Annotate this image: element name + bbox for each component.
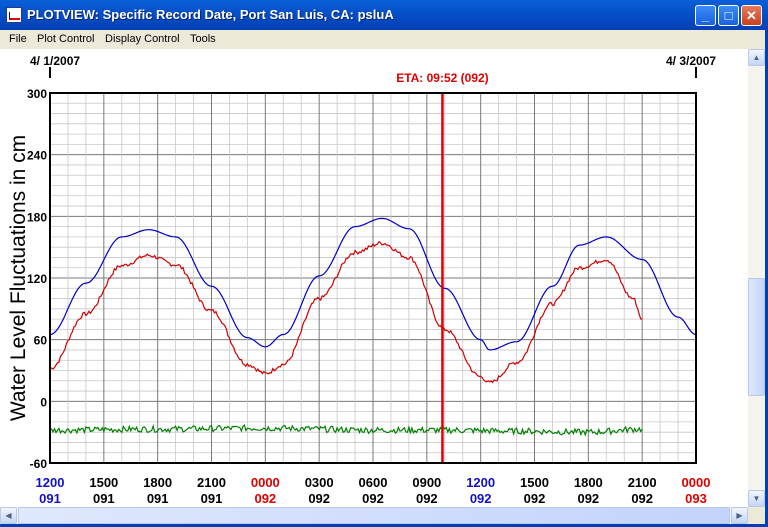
scroll-up-button[interactable]: ▲: [748, 49, 765, 66]
x-tick-day-label: 092: [470, 491, 492, 506]
x-tick-day-label: 092: [416, 491, 438, 506]
y-tick-label: 60: [34, 334, 48, 348]
window-title: PLOTVIEW: Specific Record Date, Port San…: [27, 7, 394, 22]
x-tick-time-label: 1200: [466, 475, 495, 490]
y-tick-label: -60: [30, 457, 48, 471]
maximize-button[interactable]: □: [718, 5, 739, 26]
y-tick-label: 240: [27, 149, 47, 163]
x-tick-time-label: 0300: [305, 475, 334, 490]
x-tick-time-label: 0000: [682, 475, 711, 490]
x-tick-time-label: 1500: [520, 475, 549, 490]
x-tick-day-label: 092: [631, 491, 653, 506]
y-tick-label: 180: [27, 210, 47, 224]
x-tick-day-label: 092: [254, 491, 276, 506]
menu-tools[interactable]: Tools: [190, 33, 216, 45]
minimize-button[interactable]: _: [695, 5, 716, 26]
scroll-right-button[interactable]: ▶: [731, 507, 748, 524]
x-axis-ticks: 1200091150009118000912100091000009203000…: [36, 475, 711, 506]
x-tick-day-label: 091: [147, 491, 169, 506]
x-tick-time-label: 1800: [574, 475, 603, 490]
horizontal-scroll-thumb[interactable]: [18, 507, 730, 524]
x-tick-time-label: 1500: [89, 475, 118, 490]
scroll-left-button[interactable]: ◀: [0, 507, 17, 524]
x-tick-day-label: 092: [524, 491, 546, 506]
series-lines: [49, 217, 697, 437]
window-border-right: [765, 30, 768, 527]
x-tick-day-label: 093: [685, 491, 707, 506]
vertical-scrollbar[interactable]: ▲ ▼: [748, 49, 765, 507]
menu-plot-control[interactable]: Plot Control: [37, 33, 95, 45]
x-tick-time-label: 0000: [251, 475, 280, 490]
plot-area: 4/ 1/2007 4/ 3/2007 ETA: 09:52 (092) Wat…: [0, 49, 748, 507]
scrollbar-corner: [748, 507, 765, 524]
plot-frame: [49, 92, 697, 464]
menu-bar: File Plot Control Display Control Tools: [0, 30, 768, 49]
x-tick-day-label: 092: [308, 491, 330, 506]
eta-label: ETA: 09:52 (092): [396, 71, 488, 85]
x-tick-day-label: 092: [577, 491, 599, 506]
start-date-label: 4/ 1/2007: [30, 54, 80, 68]
title-bar: PLOTVIEW: Specific Record Date, Port San…: [0, 0, 768, 30]
water-level-chart: 4/ 1/2007 4/ 3/2007 ETA: 09:52 (092) Wat…: [7, 54, 716, 506]
plot-grid: [49, 92, 697, 464]
end-date-label: 4/ 3/2007: [666, 54, 716, 68]
x-tick-day-label: 091: [201, 491, 223, 506]
app-icon: [6, 7, 22, 23]
scroll-down-button[interactable]: ▼: [748, 490, 765, 507]
x-tick-time-label: 1200: [36, 475, 65, 490]
x-tick-day-label: 091: [93, 491, 115, 506]
menu-display-control[interactable]: Display Control: [105, 33, 180, 45]
y-tick-label: 120: [27, 272, 47, 286]
y-axis-ticks: -60 0 60 120 180 240 300: [27, 87, 47, 471]
series-line: [49, 240, 643, 384]
y-axis-label: Water Level Fluctuations in cm: [7, 135, 30, 421]
x-tick-time-label: 2100: [628, 475, 657, 490]
series-line: [49, 423, 643, 437]
x-tick-time-label: 0600: [359, 475, 388, 490]
x-tick-day-label: 092: [362, 491, 384, 506]
menu-file[interactable]: File: [9, 33, 27, 45]
y-tick-label: 0: [40, 395, 47, 409]
y-tick-label: 300: [27, 87, 47, 101]
vertical-scroll-thumb[interactable]: [748, 278, 765, 396]
x-tick-day-label: 091: [39, 491, 61, 506]
close-button[interactable]: ✕: [741, 5, 762, 26]
horizontal-scrollbar[interactable]: ◀ ▶: [0, 507, 748, 524]
x-tick-time-label: 1800: [143, 475, 172, 490]
series-line: [49, 217, 697, 351]
x-tick-time-label: 2100: [197, 475, 226, 490]
window-border-bottom: [0, 524, 768, 527]
x-tick-time-label: 0900: [412, 475, 441, 490]
